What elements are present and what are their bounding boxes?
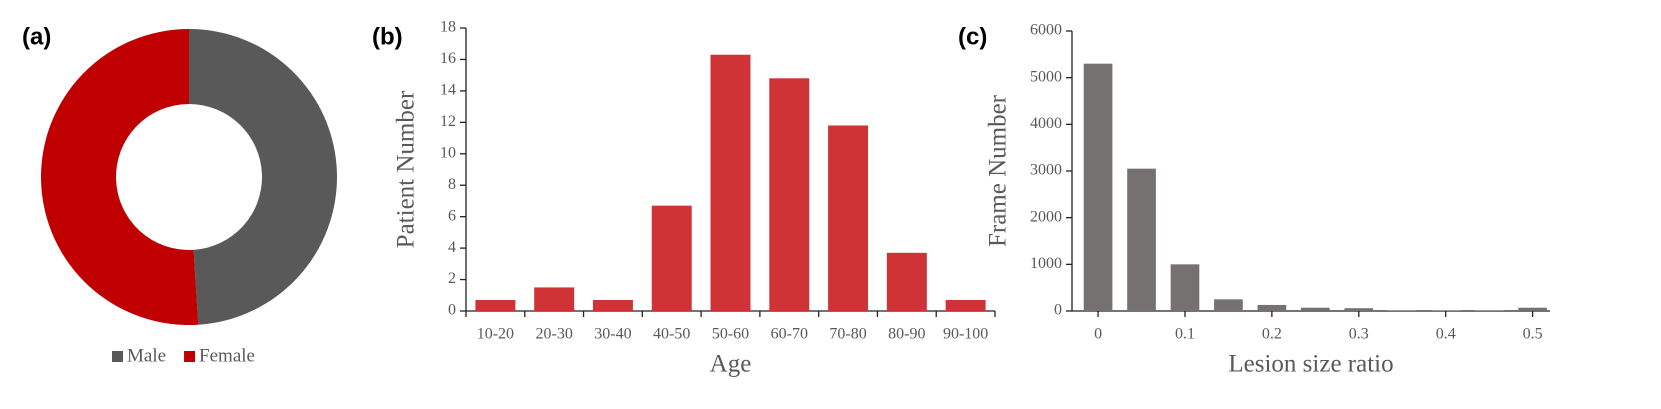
y-tick-label: 6000 (1030, 22, 1062, 39)
y-tick-label: 6 (448, 207, 456, 224)
bar (1518, 307, 1547, 311)
donut-slice (189, 29, 337, 325)
bar (475, 299, 516, 311)
bar (1127, 168, 1156, 311)
y-tick-label: 3000 (1030, 162, 1062, 179)
x-tick-label: 30-40 (594, 326, 631, 343)
bar (1170, 264, 1200, 311)
x-tick-label: 0.5 (1523, 326, 1543, 343)
bar (945, 299, 986, 311)
bar (886, 252, 927, 311)
bar (769, 78, 810, 311)
y-tick-label: 10 (440, 144, 456, 161)
y-tick-label: 12 (440, 113, 456, 130)
y-tick-label: 14 (440, 82, 456, 99)
x-tick-label: 80-90 (888, 326, 925, 343)
x-axis-title: Lesion size ratio (1228, 351, 1393, 378)
y-tick-label: 18 (440, 19, 456, 36)
legend-swatch (112, 351, 123, 362)
bar (828, 125, 869, 311)
y-tick-label: 0 (448, 302, 456, 319)
bar (1257, 304, 1287, 311)
bar (592, 299, 633, 311)
y-tick-label: 16 (440, 50, 456, 67)
legend-swatch (184, 351, 196, 362)
x-tick-label: 50-60 (712, 326, 749, 343)
x-tick-label: 60-70 (771, 326, 808, 343)
panel-label: (a) (22, 23, 51, 50)
bar (1301, 307, 1330, 311)
x-tick-label: 0.3 (1349, 326, 1369, 343)
y-tick-label: 1000 (1030, 255, 1062, 272)
panel-label: (b) (372, 23, 403, 50)
legend-label: Female (199, 345, 255, 366)
y-tick-label: 5000 (1030, 68, 1062, 85)
y-tick-label: 8 (448, 176, 456, 193)
x-tick-label: 70-80 (829, 326, 866, 343)
x-tick-label: 20-30 (536, 326, 573, 343)
y-axis-title: Patient Number (393, 90, 420, 248)
x-tick-label: 0 (1094, 326, 1102, 343)
y-tick-label: 2000 (1030, 208, 1062, 225)
bar (651, 205, 692, 311)
x-tick-label: 0.2 (1262, 326, 1282, 343)
y-tick-label: 0 (1054, 302, 1062, 319)
bar (534, 287, 575, 311)
bar (710, 54, 751, 311)
x-tick-label: 0.4 (1436, 326, 1456, 343)
x-tick-label: 40-50 (653, 326, 690, 343)
legend-label: Male (127, 345, 166, 366)
y-axis-title: Frame Number (985, 94, 1012, 247)
y-tick-label: 2 (448, 270, 456, 287)
x-tick-label: 90-100 (943, 326, 988, 343)
x-axis-title: Age (710, 351, 752, 378)
bar (1083, 63, 1113, 311)
bar (1344, 308, 1374, 311)
y-tick-label: 4 (448, 239, 456, 256)
donut-slice (40, 29, 199, 326)
bar (1214, 299, 1243, 311)
y-tick-label: 4000 (1030, 115, 1062, 132)
x-tick-label: 0.1 (1175, 326, 1195, 343)
x-tick-label: 10-20 (477, 326, 514, 343)
panel-label: (c) (958, 23, 987, 50)
